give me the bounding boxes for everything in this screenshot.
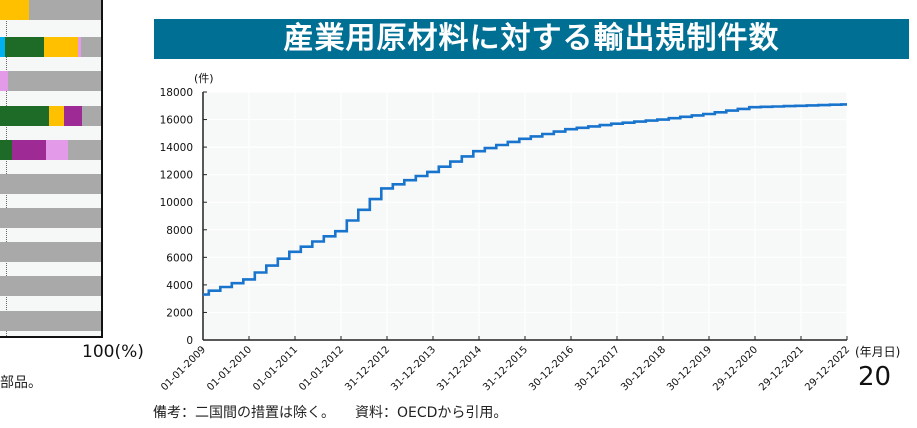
bar-segment-purple [12, 140, 46, 160]
x-tick-label: 31-12-2013 [389, 344, 438, 393]
y-axis-unit-label: (件) [194, 72, 214, 85]
left-chart-bottom-axis [0, 336, 103, 338]
bar-segment-light-purple [46, 140, 68, 160]
bar-segment-dark-green [0, 140, 12, 160]
export-restrictions-line-chart: 0 2000 4000 6000 8000 10000 12000 14000 16000 180… [159, 72, 900, 393]
left-chart-right-axis [101, 0, 103, 338]
bar-segment-gray [0, 276, 101, 296]
y-tick-label: 10000 [160, 197, 193, 209]
y-tick-label: 8000 [166, 225, 193, 237]
left-axis-max-label: 100(%) [82, 342, 144, 362]
bar-segment-light-purple [0, 71, 8, 91]
left-footnote-fragment: 部品。 [0, 375, 42, 391]
x-tick-label: 29-12-2021 [757, 344, 806, 393]
stacked-bar-row [0, 276, 101, 296]
y-tick-label: 16000 [160, 115, 193, 127]
bar-segment-gray [29, 0, 101, 20]
stacked-bar-row [0, 71, 101, 91]
y-tick-label: 12000 [160, 170, 193, 182]
bar-segment-purple [64, 106, 82, 126]
bar-segment-gray [82, 106, 101, 126]
y-tick-label: 2000 [166, 307, 193, 319]
x-tick-label: 01-01-2010 [205, 344, 254, 393]
x-tick-label: 31-12-2012 [343, 344, 392, 393]
x-tick-label: 01-01-2012 [297, 344, 346, 393]
x-tick-label: 31-12-2014 [435, 344, 484, 393]
y-tick-label: 6000 [166, 252, 193, 264]
bar-segment-gray [81, 37, 101, 57]
x-tick-label: 01-01-2009 [159, 344, 208, 393]
footnote-source: 資料：OECDから引用。 [355, 405, 508, 421]
x-axis-unit-label: (年月日) [855, 345, 900, 359]
bar-segment-light-purple [78, 37, 81, 57]
bar-segment-dark-green [0, 106, 49, 126]
reference-dotted-line [6, 0, 7, 338]
stacked-bar-row [0, 37, 101, 57]
chart-footnote: 備考：二国間の措置は除く。 資料：OECDから引用。 [153, 402, 507, 422]
y-tick-label: 18000 [160, 87, 193, 99]
bar-segment-yellow [49, 106, 64, 126]
x-tick-label: 30-12-2018 [619, 344, 668, 393]
y-tick-label: 14000 [160, 142, 193, 154]
footnote-note: 備考：二国間の措置は除く。 [153, 405, 335, 421]
bar-segment-gray [0, 174, 101, 194]
stacked-bar-row [0, 0, 101, 20]
series-line [202, 103, 847, 296]
bar-segment-gray [8, 71, 101, 91]
bar-segment-dark-green [5, 37, 44, 57]
x-tick-label: 30-12-2016 [527, 344, 576, 393]
stacked-bar-row [0, 174, 101, 194]
x-tick-label: 01-01-2011 [251, 344, 300, 393]
bar-segment-cyan [0, 37, 5, 57]
x-tick-label: 30-12-2019 [665, 344, 714, 393]
chart-title-banner: 産業用原材料に対する輸出規制件数 [154, 19, 909, 59]
stacked-bar-row [0, 242, 101, 262]
x-tick-label: 30-12-2017 [573, 344, 622, 393]
left-stacked-bar-chart [0, 0, 103, 338]
bar-segment-gray [0, 311, 101, 331]
bar-segment-gray [0, 242, 101, 262]
bar-segment-gray [0, 208, 101, 228]
bar-segment-yellow [44, 37, 78, 57]
x-tick-label: 29-12-2020 [711, 344, 760, 393]
page-number: 20 [858, 362, 892, 392]
x-tick-label: 29-12-2022 [803, 344, 852, 393]
bar-segment-yellow [0, 0, 29, 20]
x-tick-label: 31-12-2015 [481, 344, 530, 393]
stacked-bar-row [0, 106, 101, 126]
stacked-bar-row [0, 311, 101, 331]
stacked-bar-row [0, 140, 101, 160]
stacked-bar-row [0, 208, 101, 228]
y-tick-label: 4000 [166, 280, 193, 292]
y-tick-label: 0 [186, 335, 193, 347]
bar-segment-gray [68, 140, 101, 160]
